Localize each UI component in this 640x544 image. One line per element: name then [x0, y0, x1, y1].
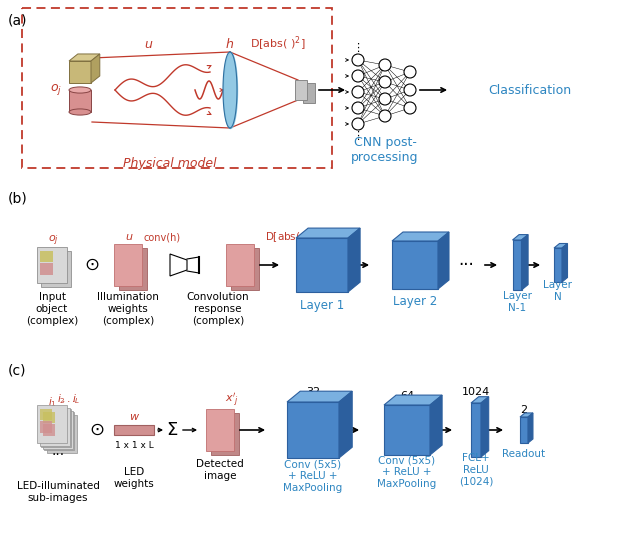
Bar — [37, 247, 67, 283]
Text: 64: 64 — [400, 391, 414, 401]
Polygon shape — [438, 232, 449, 289]
Polygon shape — [119, 248, 147, 290]
Polygon shape — [211, 413, 239, 455]
Bar — [384, 405, 430, 455]
Text: $\odot$: $\odot$ — [90, 421, 105, 439]
Polygon shape — [520, 413, 533, 417]
Text: w: w — [129, 412, 139, 422]
Circle shape — [379, 76, 391, 88]
Bar — [40, 263, 53, 275]
Bar — [37, 405, 67, 443]
Polygon shape — [287, 391, 352, 402]
Text: LED
weights: LED weights — [114, 467, 154, 489]
Text: Detected
image: Detected image — [196, 459, 244, 481]
Text: Physical model: Physical model — [123, 158, 217, 170]
Circle shape — [379, 93, 391, 105]
Text: FCL+
ReLU
(1024): FCL+ ReLU (1024) — [459, 453, 493, 486]
Bar — [40, 408, 70, 446]
Text: 1024: 1024 — [462, 387, 490, 397]
Text: CNN post-
processing: CNN post- processing — [351, 136, 419, 164]
Text: Classification: Classification — [488, 83, 572, 96]
Bar — [40, 409, 52, 420]
Text: Layer 2: Layer 2 — [393, 294, 437, 307]
Polygon shape — [430, 395, 442, 455]
Circle shape — [379, 59, 391, 71]
Bar — [296, 238, 348, 292]
Text: $o_j$: $o_j$ — [48, 234, 59, 248]
Text: ···: ··· — [458, 256, 474, 274]
Bar — [471, 403, 481, 457]
Polygon shape — [69, 90, 91, 112]
Text: 1 x 1 x L: 1 x 1 x L — [115, 442, 154, 450]
Ellipse shape — [69, 87, 91, 93]
Text: (b): (b) — [8, 192, 28, 206]
Text: 2: 2 — [520, 405, 527, 415]
Polygon shape — [91, 54, 100, 83]
Ellipse shape — [69, 109, 91, 115]
Polygon shape — [513, 234, 528, 240]
Bar — [392, 241, 438, 289]
Bar — [513, 240, 522, 290]
Bar — [287, 402, 339, 458]
Bar — [41, 409, 71, 447]
Bar — [46, 415, 58, 426]
Polygon shape — [170, 254, 187, 276]
Bar — [41, 251, 71, 287]
Text: D[abs( )$^2$]: D[abs( )$^2$] — [265, 229, 317, 245]
Text: $\odot$: $\odot$ — [84, 256, 100, 274]
Text: ⋮: ⋮ — [353, 43, 364, 53]
Circle shape — [352, 86, 364, 98]
Text: conv(h): conv(h) — [144, 232, 181, 242]
Text: Conv (5x5)
+ ReLU +
MaxPooling: Conv (5x5) + ReLU + MaxPooling — [378, 455, 436, 489]
Bar — [47, 415, 77, 453]
Bar — [40, 421, 52, 433]
Text: $i_1$: $i_1$ — [48, 395, 57, 409]
Bar — [114, 425, 154, 435]
Text: u: u — [125, 232, 132, 242]
Text: D[abs( )$^2$]: D[abs( )$^2$] — [250, 35, 306, 53]
Polygon shape — [69, 61, 91, 83]
Text: (a): (a) — [8, 14, 28, 28]
Text: $...$: $...$ — [61, 394, 76, 404]
Text: u: u — [144, 39, 152, 52]
Text: LED-illuminated
sub-images: LED-illuminated sub-images — [17, 481, 99, 503]
Text: Input
object
(complex): Input object (complex) — [26, 293, 78, 326]
Bar — [226, 244, 254, 286]
Text: h: h — [226, 38, 234, 51]
Text: $i_L$: $i_L$ — [72, 392, 80, 406]
Circle shape — [404, 84, 416, 96]
Circle shape — [352, 102, 364, 114]
Text: Illumination
weights
(complex): Illumination weights (complex) — [97, 293, 159, 326]
Polygon shape — [528, 413, 533, 443]
Text: Conv (5x5)
+ ReLU +
MaxPooling: Conv (5x5) + ReLU + MaxPooling — [284, 459, 342, 493]
Bar — [303, 83, 315, 103]
Text: ···: ··· — [51, 448, 65, 462]
Text: (c): (c) — [8, 364, 26, 378]
Polygon shape — [296, 228, 360, 238]
Bar — [43, 412, 55, 423]
Text: 32: 32 — [306, 387, 320, 397]
Polygon shape — [554, 244, 568, 248]
Bar — [43, 411, 73, 449]
Text: ⋮: ⋮ — [353, 131, 364, 141]
Circle shape — [352, 54, 364, 66]
Text: Convolution
response
(complex): Convolution response (complex) — [187, 293, 250, 326]
Polygon shape — [471, 397, 489, 403]
Polygon shape — [231, 248, 259, 290]
Text: Readout: Readout — [502, 449, 545, 459]
Text: Layer
N: Layer N — [543, 280, 573, 302]
Bar — [554, 248, 562, 282]
Circle shape — [379, 110, 391, 122]
Text: $o_j$: $o_j$ — [50, 83, 62, 97]
Text: $x'_j$: $x'_j$ — [225, 391, 239, 409]
Bar — [295, 80, 307, 100]
Polygon shape — [522, 234, 528, 290]
Bar — [520, 417, 528, 443]
Text: Layer 1: Layer 1 — [300, 299, 344, 312]
Bar — [43, 424, 55, 436]
Polygon shape — [348, 228, 360, 292]
Text: Layer
N-1: Layer N-1 — [502, 291, 531, 313]
Circle shape — [352, 70, 364, 82]
Circle shape — [404, 102, 416, 114]
Polygon shape — [69, 54, 100, 61]
